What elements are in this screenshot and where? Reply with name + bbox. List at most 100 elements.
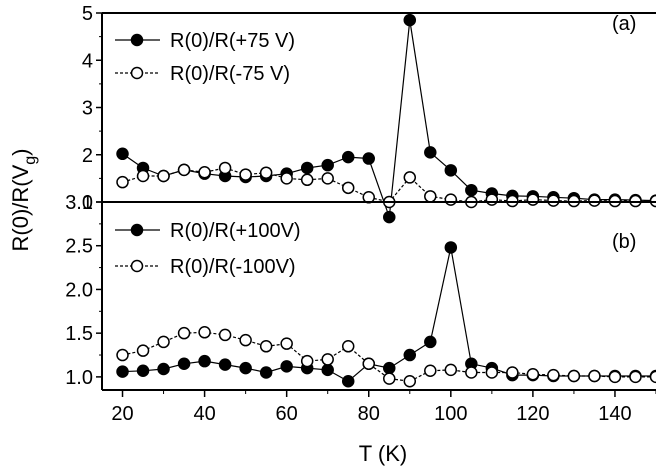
data-point-b-1 [322, 354, 333, 365]
panel-label-a: (a) [612, 13, 636, 35]
x-tick-label: 140 [598, 403, 631, 425]
legend-label-b-0: R(0)/R(+100V) [170, 220, 301, 242]
data-point-a-1 [261, 167, 272, 178]
x-tick-label: 120 [516, 403, 549, 425]
data-point-b-0 [199, 356, 210, 367]
data-point-a-1 [486, 194, 497, 205]
data-point-b-1 [425, 365, 436, 376]
data-point-b-1 [589, 371, 600, 382]
data-point-b-1 [568, 371, 579, 382]
data-point-b-0 [404, 350, 415, 361]
data-point-b-1 [179, 328, 190, 339]
legend-marker-a-0 [132, 35, 143, 46]
data-point-a-1 [404, 172, 415, 183]
data-point-a-1 [158, 171, 169, 182]
data-point-a-1 [240, 169, 251, 180]
data-point-b-0 [158, 364, 169, 375]
y-tick-label-b: 1.0 [65, 367, 93, 389]
y-tick-label-a: 4 [82, 50, 93, 72]
data-point-a-1 [343, 182, 354, 193]
data-point-b-1 [548, 370, 559, 381]
y-axis-title-main: R(0)/R(V [8, 164, 33, 251]
legend-label-a-1: R(0)/R(-75 V) [170, 63, 290, 85]
data-point-b-1 [466, 367, 477, 378]
data-point-a-1 [425, 191, 436, 202]
panel-label-b: (b) [612, 231, 636, 253]
data-point-b-1 [445, 364, 456, 375]
panel-b: 1.0 1.5 2.0 2.5 3.0 R(0)/R(+100V) R(0)/R(-100V… [65, 192, 656, 390]
legend-marker-a-1 [132, 68, 143, 79]
data-point-a-1 [322, 173, 333, 184]
data-point-b-1 [404, 376, 415, 387]
data-point-a-1 [179, 164, 190, 175]
data-point-b-0 [445, 242, 456, 253]
data-point-b-1 [651, 371, 656, 382]
data-point-b-0 [179, 358, 190, 369]
data-point-a-0 [322, 160, 333, 171]
data-point-b-0 [281, 361, 292, 372]
data-point-b-1 [507, 367, 518, 378]
data-point-b-1 [240, 335, 251, 346]
x-tick-label: 40 [193, 403, 215, 425]
data-point-b-1 [302, 356, 313, 367]
data-point-a-0 [343, 152, 354, 163]
data-point-a-0 [466, 185, 477, 196]
data-point-a-1 [548, 195, 559, 206]
x-tick-label: 100 [434, 403, 467, 425]
data-point-b-0 [240, 363, 251, 374]
data-point-a-0 [302, 162, 313, 173]
data-point-b-1 [343, 341, 354, 352]
y-tick-label-a: 5 [82, 3, 93, 25]
data-point-a-0 [425, 147, 436, 158]
data-point-b-1 [527, 369, 538, 380]
data-point-b-1 [199, 327, 210, 338]
data-point-b-0 [343, 376, 354, 387]
data-point-a-1 [527, 194, 538, 205]
data-point-a-0 [445, 165, 456, 176]
data-point-b-0 [117, 366, 128, 377]
data-point-a-1 [302, 174, 313, 185]
legend-label-b-1: R(0)/R(-100V) [170, 256, 296, 278]
x-tick-label: 80 [358, 403, 380, 425]
x-tick-label: 20 [111, 403, 133, 425]
y-tick-label-b: 3.0 [65, 192, 93, 214]
data-point-b-1 [281, 338, 292, 349]
data-point-b-0 [322, 364, 333, 375]
y-tick-label-b: 1.5 [65, 323, 93, 345]
data-point-a-0 [404, 15, 415, 26]
data-point-b-1 [138, 345, 149, 356]
data-point-b-1 [261, 341, 272, 352]
data-point-b-1 [630, 371, 641, 382]
data-point-a-1 [589, 195, 600, 206]
data-point-a-1 [199, 167, 210, 178]
legend-marker-b-0 [132, 225, 143, 236]
data-point-b-0 [220, 359, 231, 370]
data-point-b-1 [158, 336, 169, 347]
data-point-a-1 [281, 173, 292, 184]
y-tick-label-b: 2.5 [65, 236, 93, 258]
data-point-b-0 [261, 367, 272, 378]
data-point-a-0 [117, 148, 128, 159]
data-point-a-0 [384, 212, 395, 223]
data-point-b-0 [384, 363, 395, 374]
y-tick-label-a: 3 [82, 98, 93, 120]
data-point-b-0 [425, 336, 436, 347]
data-point-a-1 [220, 162, 231, 173]
data-point-b-1 [363, 358, 374, 369]
data-point-b-1 [384, 373, 395, 384]
y-axis-title: R(0)/R(Vg) [8, 148, 39, 251]
data-point-b-1 [117, 350, 128, 361]
y-tick-label-a: 2 [82, 145, 93, 167]
legend-marker-b-1 [132, 261, 143, 272]
legend-label-a-0: R(0)/R(+75 V) [170, 30, 295, 52]
x-axis: 20 40 60 80 100 120 140 [111, 390, 656, 425]
data-point-a-1 [117, 177, 128, 188]
y-tick-label-b: 2.0 [65, 279, 93, 301]
data-point-b-1 [609, 371, 620, 382]
data-point-b-1 [220, 329, 231, 340]
data-point-b-0 [138, 365, 149, 376]
x-tick-label: 60 [276, 403, 298, 425]
